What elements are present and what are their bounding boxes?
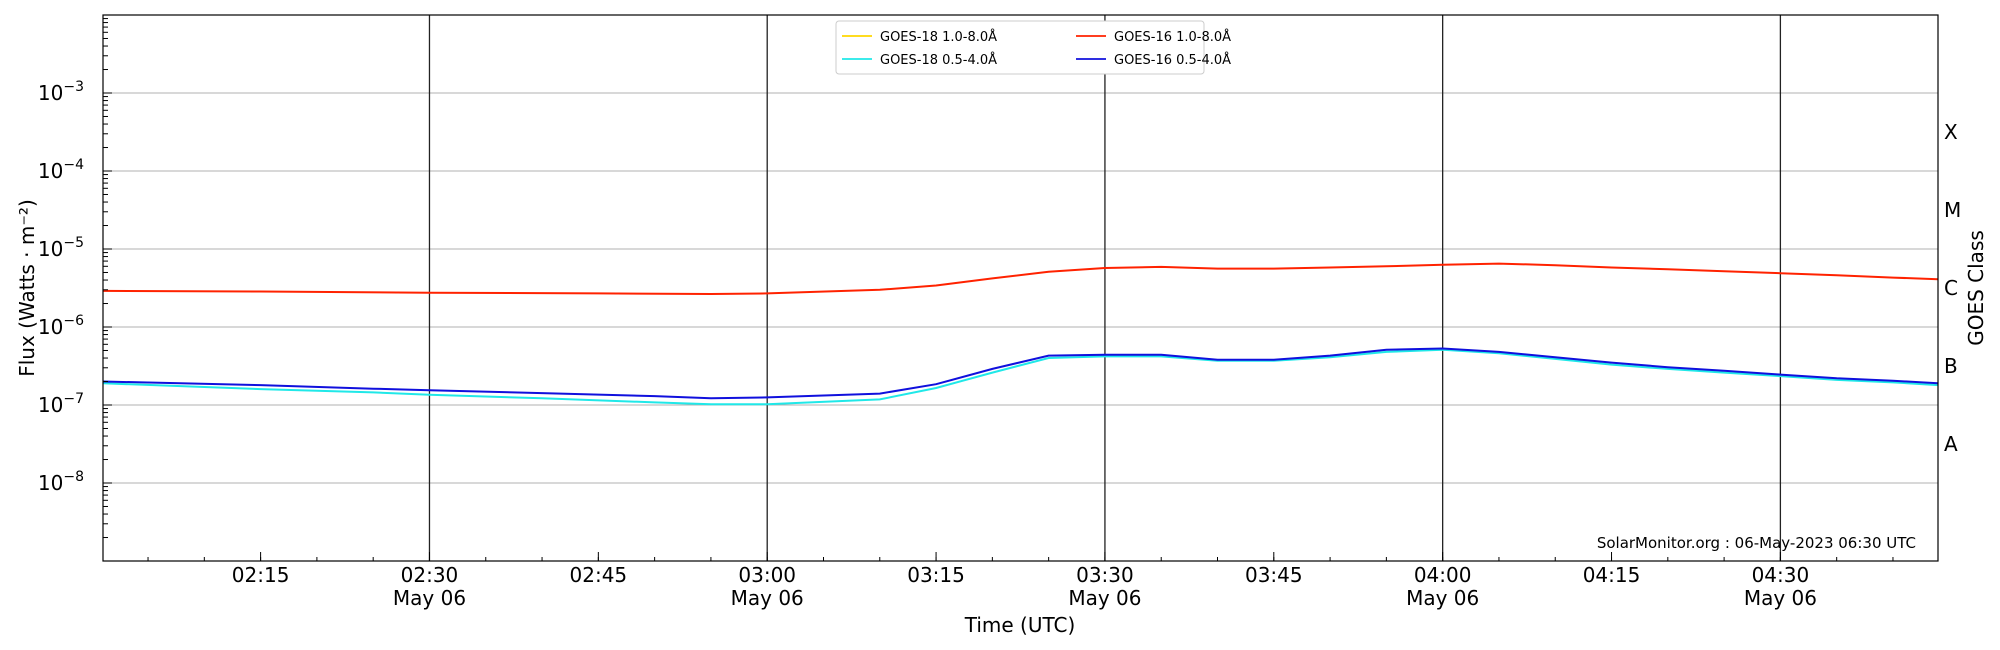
x-tick-label: 03:15 xyxy=(907,563,965,587)
legend-label: GOES-16 0.5-4.0Å xyxy=(1114,52,1231,68)
goes-class-label: A xyxy=(1944,432,1958,456)
vertical-lines-layer xyxy=(428,15,1782,561)
x-tick-label: 03:45 xyxy=(1245,563,1303,587)
x-tick-label: 04:30 xyxy=(1752,563,1810,587)
goes-class-label: B xyxy=(1944,354,1958,378)
y-tick-label: 10−8 xyxy=(38,469,84,495)
solarmonitor-annotation: SolarMonitor.org : 06-May-2023 06:30 UTC xyxy=(1596,534,1916,552)
x-tick-date-label: May 06 xyxy=(1068,586,1141,610)
grid-layer xyxy=(103,92,1938,484)
y-tick-label: 10−6 xyxy=(38,313,84,339)
y-tick-label: 10−5 xyxy=(38,235,84,261)
goes-class-label: M xyxy=(1944,198,1961,222)
x-tick-date-label: May 06 xyxy=(393,586,466,610)
x-tick-label: 03:30 xyxy=(1076,563,1134,587)
legend: GOES-18 1.0-8.0Å GOES-18 0.5-4.0Å GOES-16 … xyxy=(835,20,1231,75)
x-tick-date-label: May 06 xyxy=(1744,586,1817,610)
series-layer xyxy=(102,262,1939,406)
x-tick-label: 03:00 xyxy=(738,563,796,587)
x-tick-label: 04:15 xyxy=(1583,563,1641,587)
legend-label: GOES-18 1.0-8.0Å xyxy=(880,29,997,45)
series-line xyxy=(102,347,1939,400)
y-axis-label: Flux (Watts · m⁻²) xyxy=(15,199,39,377)
plot-frame xyxy=(102,14,1939,562)
x-tick-date-label: May 06 xyxy=(1406,586,1479,610)
legend-label: GOES-16 1.0-8.0Å xyxy=(1114,29,1231,45)
goes-class-label: C xyxy=(1944,276,1958,300)
x-tick-date-label: May 06 xyxy=(731,586,804,610)
series-line xyxy=(102,348,1939,406)
legend-label: GOES-18 0.5-4.0Å xyxy=(880,52,997,68)
x-tick-label: 02:45 xyxy=(570,563,628,587)
y-tick-label: 10−4 xyxy=(38,157,84,183)
legend-box xyxy=(835,20,1205,75)
x-tick-label: 02:15 xyxy=(232,563,290,587)
x-tick-label: 04:00 xyxy=(1414,563,1472,587)
y-tick-label: 10−7 xyxy=(38,391,84,417)
y-tick-label: 10−3 xyxy=(38,79,84,105)
series-line xyxy=(102,262,1939,296)
x-axis-label: Time (UTC) xyxy=(964,613,1076,637)
x-tick-label: 02:30 xyxy=(401,563,459,587)
goes-class-label: X xyxy=(1944,120,1958,144)
y2-axis-label: GOES Class xyxy=(1964,230,1988,346)
